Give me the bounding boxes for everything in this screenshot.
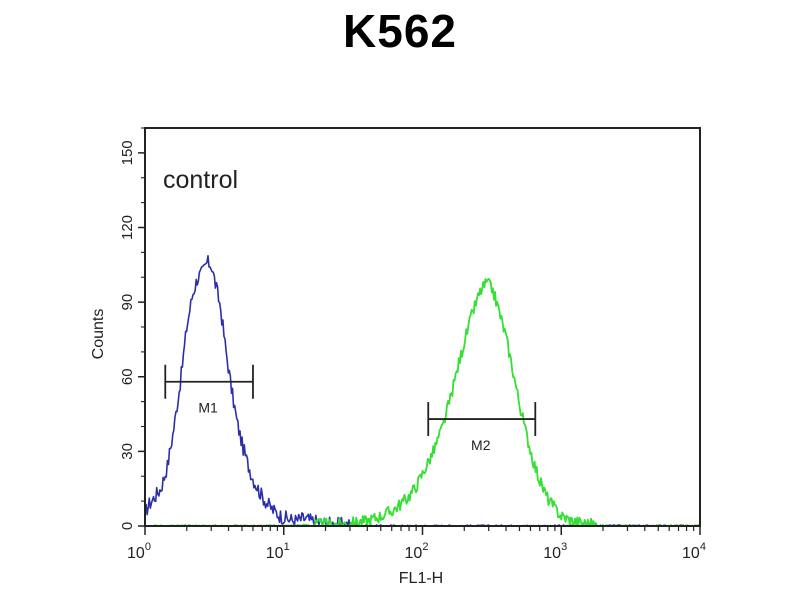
x-tick-label: 100 bbox=[127, 541, 151, 562]
y-tick-label: 90 bbox=[119, 294, 136, 311]
marker-label-m1: M1 bbox=[198, 400, 218, 416]
x-tick-label: 104 bbox=[682, 541, 706, 562]
x-tick-label: 101 bbox=[266, 541, 290, 562]
histogram-series-2 bbox=[145, 277, 701, 527]
y-tick-label: 120 bbox=[119, 215, 136, 240]
y-tick-label: 0 bbox=[119, 522, 136, 530]
y-axis-label: Counts bbox=[90, 309, 107, 360]
y-tick-label: 60 bbox=[119, 368, 136, 385]
y-tick-label: 150 bbox=[119, 140, 136, 165]
histogram-series-1 bbox=[144, 255, 701, 527]
x-axis-label: FL1-H bbox=[399, 570, 443, 587]
annotation-label: control bbox=[163, 166, 238, 194]
marker-label-m2: M2 bbox=[471, 437, 491, 453]
x-tick-label: 103 bbox=[543, 541, 567, 562]
y-tick-label: 30 bbox=[119, 443, 136, 460]
x-tick-label: 102 bbox=[405, 541, 429, 562]
chart-title: K562 bbox=[343, 5, 457, 57]
